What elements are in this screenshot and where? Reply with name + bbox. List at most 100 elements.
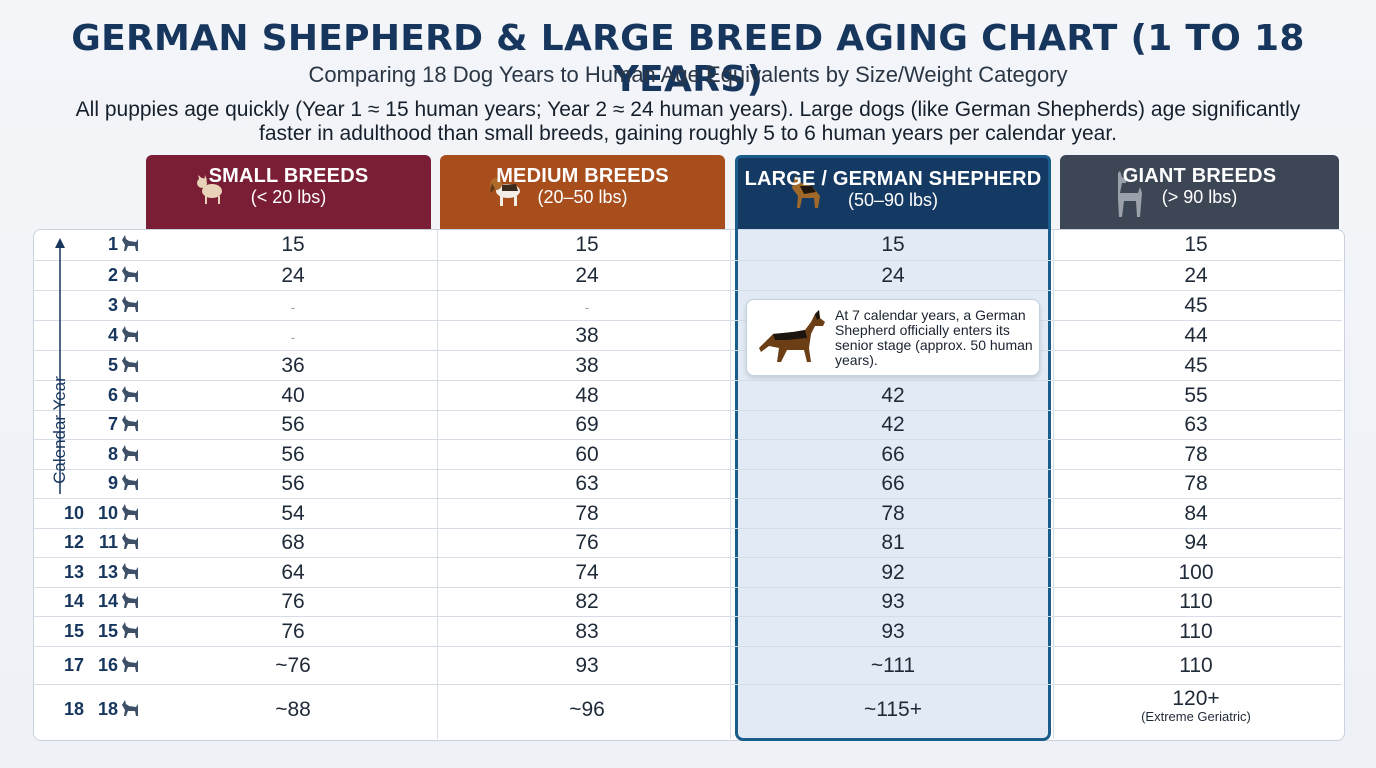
age-value: 66 (881, 442, 905, 466)
age-value: 36 (281, 354, 305, 377)
cell-medium: 60 (440, 443, 734, 467)
cell-medium: 63 (440, 472, 734, 496)
cell-giant: 55 (1051, 384, 1341, 408)
dog-silhouette-icon (122, 503, 138, 520)
cell-large: 42 (735, 413, 1051, 437)
age-value: 15 (881, 233, 905, 256)
cell-large: 66 (735, 443, 1051, 467)
table-row: 14 14 76 82 93 110 (34, 586, 1342, 617)
age-value: 110 (1179, 590, 1213, 614)
age-value: 24 (881, 264, 905, 287)
table-row: 5 36 38 45 (34, 350, 1342, 380)
calendar-year-label: 18 (63, 699, 84, 719)
beagle-icon (490, 178, 520, 206)
chihuahua-icon (197, 175, 222, 204)
cell-giant: 110 (1051, 654, 1341, 678)
cell-giant: 45 (1051, 294, 1341, 318)
year-index-label: 15 (97, 620, 118, 641)
age-value: 56 (281, 442, 305, 466)
table-row: 7 56 69 42 63 (34, 409, 1342, 440)
cell-giant: 63 (1051, 413, 1341, 437)
table-row: 6 40 48 42 55 (34, 380, 1342, 410)
dog-silhouette-icon (122, 592, 138, 609)
column-title: LARGE / GERMAN SHEPHERD (744, 168, 1042, 190)
column-weight-range: (< 20 lbs) (250, 187, 327, 207)
cell-giant: 78 (1051, 472, 1341, 496)
cell-medium: 82 (440, 590, 734, 614)
age-value: 42 (881, 413, 905, 437)
year-index-label: 8 (107, 443, 118, 464)
cell-small: 40 (146, 384, 440, 408)
table-row: 9 56 63 66 78 (34, 468, 1342, 499)
calendar-year-label: 10 (63, 502, 84, 523)
age-value: ~111 (870, 653, 916, 677)
dog-silhouette-icon (122, 415, 138, 432)
intro-line-2: faster in adulthood than small breeds, g… (258, 122, 1118, 145)
age-value: 76 (575, 531, 599, 555)
table-row: 13 13 64 74 92 100 (34, 557, 1342, 587)
cell-giant: 94 (1051, 531, 1341, 555)
age-value: 15 (281, 233, 305, 256)
age-value: 92 (881, 560, 905, 584)
year-index-label: 3 (107, 295, 118, 315)
cell-small: 64 (146, 561, 440, 585)
cell-small: 56 (146, 472, 440, 496)
age-value: 48 (575, 383, 599, 407)
calendar-year-label: 12 (63, 532, 84, 553)
year-index-label: 18 (97, 699, 118, 719)
intro-line-1: All puppies age quickly (Year 1 ≈ 15 hum… (75, 98, 1301, 121)
age-value: 24 (281, 264, 305, 287)
age-value: 78 (1184, 472, 1208, 496)
column-title: GIANT BREEDS (1122, 165, 1277, 187)
year-index-label: 1 (107, 234, 118, 254)
age-value: 110 (1179, 653, 1213, 677)
cell-medium: 69 (440, 413, 734, 437)
cell-small: - (146, 324, 440, 348)
column-header-giant: GIANT BREEDS (> 90 lbs) (1060, 155, 1339, 229)
dog-silhouette-icon (122, 621, 138, 638)
age-value: 55 (1184, 383, 1208, 407)
year-index-label: 10 (97, 502, 118, 523)
year-index-label: 13 (97, 561, 118, 582)
cell-large: 93 (735, 620, 1051, 644)
table-row: 10 10 54 78 78 84 (34, 498, 1342, 528)
calendar-year-label: 17 (63, 654, 84, 675)
cell-large: 42 (735, 384, 1051, 408)
cell-medium: 78 (440, 502, 734, 526)
column-header-medium: MEDIUM BREEDS (20–50 lbs) (440, 155, 725, 229)
cell-small: - (146, 294, 440, 318)
cell-large: 81 (735, 531, 1051, 555)
column-weight-range: (> 90 lbs) (1161, 187, 1238, 207)
column-header-large: LARGE / GERMAN SHEPHERD (50–90 lbs) (735, 155, 1051, 229)
age-value: ~96 (569, 698, 605, 721)
table-row: 1 15 15 15 15 (34, 230, 1342, 260)
age-value: 38 (575, 324, 599, 347)
senior-stage-callout: At 7 calendar years, a German Shepherd o… (746, 299, 1040, 376)
age-note: (Extreme Geriatric) (1141, 708, 1251, 724)
age-value: 110 (1179, 619, 1213, 643)
age-value: 63 (1184, 413, 1208, 437)
age-value: ~115+ (863, 698, 922, 721)
year-index-label: 16 (97, 654, 118, 675)
dog-silhouette-icon (122, 296, 138, 312)
age-value: 45 (1184, 354, 1208, 377)
cell-medium: - (440, 294, 734, 318)
table-row: 2 24 24 24 24 (34, 260, 1342, 290)
table-row: 8 56 60 66 78 (34, 439, 1342, 469)
cell-small: 56 (146, 443, 440, 467)
dog-silhouette-icon (122, 562, 138, 579)
cell-small: ~88 (146, 698, 440, 722)
calendar-year-label: 13 (63, 561, 84, 582)
calendar-year-label: 15 (63, 620, 84, 641)
cell-medium: ~96 (440, 698, 734, 722)
cell-giant: 120+ (Extreme Geriatric) (1051, 687, 1341, 724)
great-dane-icon (1118, 171, 1142, 217)
age-value: 68 (281, 531, 305, 555)
dog-silhouette-icon (122, 326, 138, 342)
table-row: 17 16 ~76 93 ~111 110 (34, 645, 1342, 684)
age-value: 100 (1178, 560, 1214, 584)
year-index-label: 5 (107, 355, 118, 375)
table-row: 18 18 ~88 ~96 ~115+ 120+ (Extreme Geriatric) (34, 683, 1342, 735)
dog-silhouette-icon (122, 474, 138, 491)
age-value: 84 (1184, 501, 1208, 525)
